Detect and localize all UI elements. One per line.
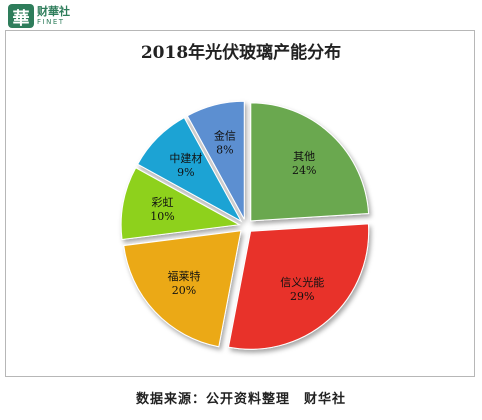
slice-label-1: 其他 — [293, 150, 315, 163]
pie-slice-6 — [186, 100, 245, 220]
logo-cn: 财華社 — [37, 5, 70, 18]
chart-title: 2018年光伏玻璃产能分布 — [140, 43, 342, 63]
slice-label-3: 福莱特 — [168, 269, 201, 283]
source-note: 数据来源：公开资料整理 财华社 — [135, 392, 346, 407]
slice-value-2: 29% — [290, 290, 314, 303]
pie-slice-1 — [250, 102, 370, 222]
slice-label-4: 彩虹 — [152, 196, 174, 209]
slice-value-3: 20% — [172, 284, 196, 297]
pie-slice-4 — [120, 167, 241, 241]
slice-value-6: 8% — [216, 144, 233, 157]
finet-logo: 華 财華社 FINET — [8, 4, 70, 29]
slice-label-6: 金信 — [214, 129, 236, 143]
logo-en: FINET — [37, 18, 65, 26]
slice-label-5: 中建材 — [169, 151, 202, 165]
slice-value-4: 10% — [150, 210, 174, 223]
pie-slice-5 — [136, 116, 243, 223]
slice-value-1: 24% — [292, 164, 316, 177]
pie-slice-2 — [227, 223, 370, 350]
pie-slice-3 — [123, 230, 242, 348]
logo-text: 财華社 FINET — [37, 6, 70, 26]
slice-label-2: 信义光能 — [280, 275, 324, 289]
logo-badge: 華 — [8, 4, 34, 29]
slice-value-5: 9% — [177, 166, 194, 179]
